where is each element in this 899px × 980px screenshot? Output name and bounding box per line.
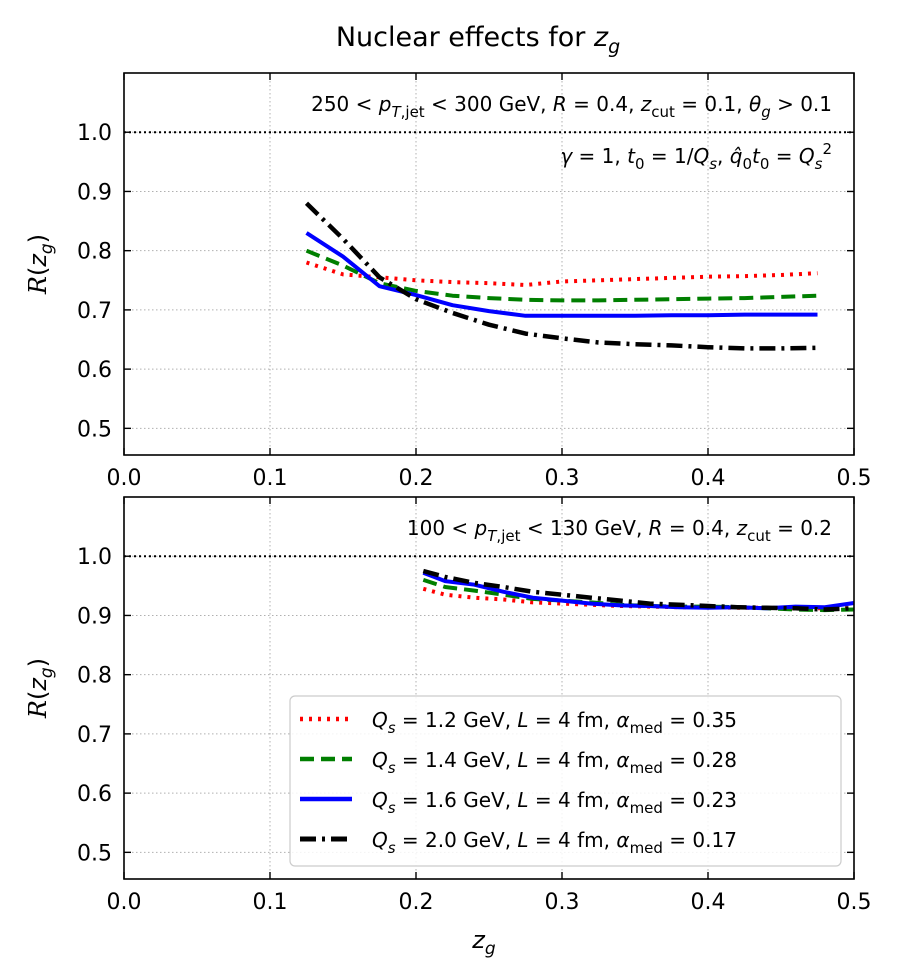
panel-top: 0.0 0.1 0.2 0.3 0.4 0.5 0.5 0.6 0.7 0.8 0.9 1.0 R(zg… — [24, 72, 872, 491]
x-tick-label: 0.1 — [253, 890, 288, 915]
annotation-kinematics-bottom: 100 < pT,jet < 130 GeV, R = 0.4, zcut = … — [407, 516, 832, 545]
x-tick-label: 0.0 — [107, 466, 142, 491]
series-line-3 — [422, 568, 855, 612]
x-tick-label: 0.3 — [545, 466, 580, 491]
legend: Qs = 1.2 GeV, L = 4 fm, αmed = 0.35 Qs = … — [289, 695, 842, 867]
x-tick-label: 0.2 — [399, 890, 434, 915]
x-tick-label: 0.2 — [399, 466, 434, 491]
annotation-parameters: γ = 1, t0 = 1/Qs, q̂0t0 = Qs2 — [560, 140, 832, 173]
annotation-kinematics-top: 250 < pT,jet < 300 GeV, R = 0.4, zcut = … — [311, 92, 832, 121]
figure-title: Nuclear effects for zg — [336, 22, 620, 58]
series-line-3 — [304, 201, 818, 351]
legend-label-2: Qs = 1.6 GeV, L = 4 fm, αmed = 0.23 — [372, 788, 737, 817]
x-tick-label: 0.5 — [837, 890, 872, 915]
legend-box — [289, 695, 842, 867]
series-line-2 — [305, 231, 818, 318]
axes-frame — [123, 496, 855, 880]
y-axis-label: R(zg) — [24, 658, 57, 719]
axes-frame — [123, 72, 855, 456]
y-tick-label: 0.6 — [77, 358, 112, 383]
x-axis-label: zg — [471, 926, 496, 959]
series-line-2 — [422, 570, 855, 611]
x-tick-label: 0.3 — [545, 890, 580, 915]
x-tick-label: 0.4 — [691, 890, 726, 915]
y-tick-label: 0.5 — [77, 841, 112, 866]
y-tick-label: 0.5 — [77, 417, 112, 442]
x-tick-label: 0.4 — [691, 466, 726, 491]
x-tick-label: 0.0 — [107, 890, 142, 915]
legend-label-3: Qs = 2.0 GeV, L = 4 fm, αmed = 0.17 — [372, 828, 737, 857]
y-tick-label: 0.6 — [77, 782, 112, 807]
series-line-1 — [305, 248, 818, 303]
x-tick-label: 0.5 — [837, 466, 872, 491]
y-tick-label: 0.8 — [77, 240, 112, 265]
legend-label-0: Qs = 1.2 GeV, L = 4 fm, αmed = 0.35 — [372, 708, 737, 737]
y-tick-label: 0.9 — [77, 180, 112, 205]
y-axis-label: R(zg) — [24, 234, 57, 295]
y-tick-label: 0.7 — [77, 299, 112, 324]
x-tick-label: 0.1 — [253, 466, 288, 491]
y-tick-label: 0.7 — [77, 723, 112, 748]
y-tick-label: 0.8 — [77, 664, 112, 689]
legend-label-1: Qs = 1.4 GeV, L = 4 fm, αmed = 0.28 — [372, 748, 737, 777]
panel-bottom: 0.0 0.1 0.2 0.3 0.4 0.5 0.5 0.6 0.7 0.8 0.9 1.0 R(zg… — [24, 496, 872, 915]
y-tick-label: 1.0 — [77, 545, 112, 570]
y-tick-label: 1.0 — [77, 121, 112, 146]
y-tick-label: 0.9 — [77, 604, 112, 629]
